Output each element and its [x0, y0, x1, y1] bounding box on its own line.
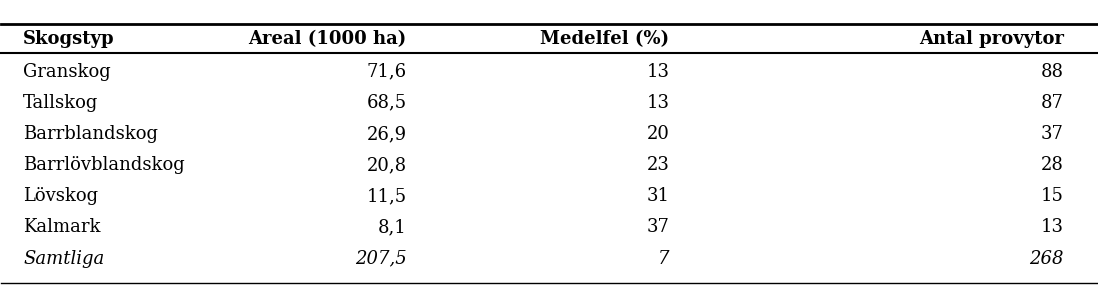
- Text: 268: 268: [1029, 250, 1064, 268]
- Text: Areal (1000 ha): Areal (1000 ha): [248, 30, 406, 48]
- Text: 13: 13: [647, 94, 670, 112]
- Text: 20,8: 20,8: [367, 156, 406, 174]
- Text: Barrlövblandskog: Barrlövblandskog: [23, 156, 186, 174]
- Text: 20: 20: [647, 125, 670, 143]
- Text: 37: 37: [1041, 125, 1064, 143]
- Text: 71,6: 71,6: [367, 63, 406, 81]
- Text: 37: 37: [647, 218, 670, 236]
- Text: 15: 15: [1041, 187, 1064, 205]
- Text: Kalmark: Kalmark: [23, 218, 101, 236]
- Text: 88: 88: [1041, 63, 1064, 81]
- Text: Granskog: Granskog: [23, 63, 111, 81]
- Text: 28: 28: [1041, 156, 1064, 174]
- Text: Tallskog: Tallskog: [23, 94, 99, 112]
- Text: Barrblandskog: Barrblandskog: [23, 125, 158, 143]
- Text: Samtliga: Samtliga: [23, 250, 104, 268]
- Text: 7: 7: [658, 250, 670, 268]
- Text: 87: 87: [1041, 94, 1064, 112]
- Text: 11,5: 11,5: [367, 187, 406, 205]
- Text: Skogstyp: Skogstyp: [23, 30, 115, 48]
- Text: Antal provytor: Antal provytor: [919, 30, 1064, 48]
- Text: Medelfel (%): Medelfel (%): [540, 30, 670, 48]
- Text: 31: 31: [647, 187, 670, 205]
- Text: 26,9: 26,9: [367, 125, 406, 143]
- Text: 23: 23: [647, 156, 670, 174]
- Text: 13: 13: [1041, 218, 1064, 236]
- Text: 207,5: 207,5: [355, 250, 406, 268]
- Text: 13: 13: [647, 63, 670, 81]
- Text: Lövskog: Lövskog: [23, 187, 99, 205]
- Text: 8,1: 8,1: [378, 218, 406, 236]
- Text: 68,5: 68,5: [367, 94, 406, 112]
